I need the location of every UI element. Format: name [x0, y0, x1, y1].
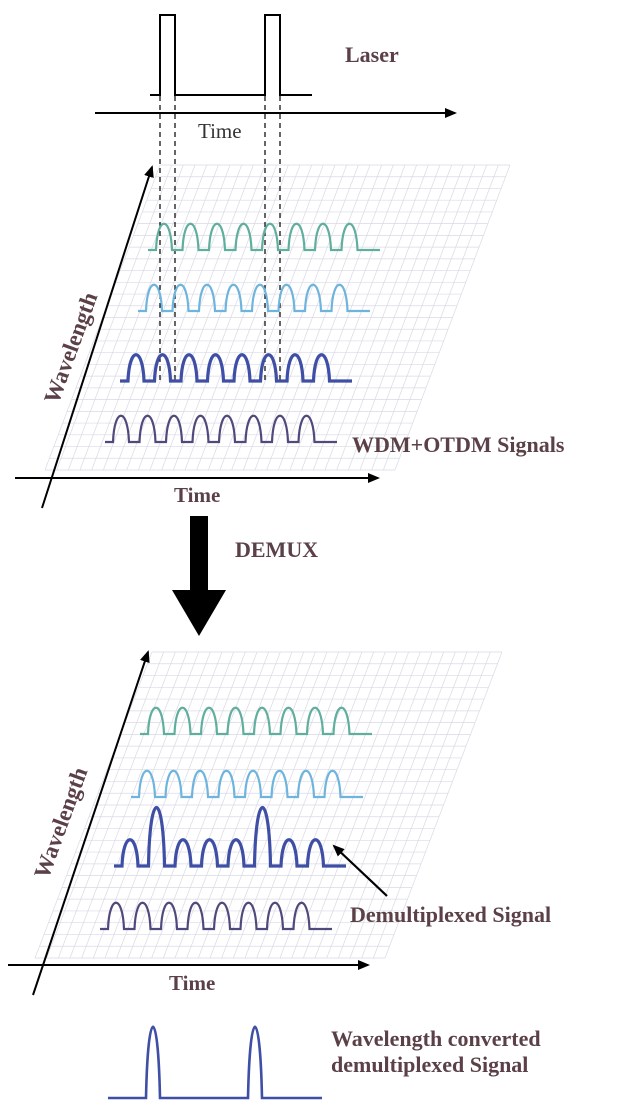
laser-label: Laser: [345, 42, 399, 67]
top-channel-teal: [148, 222, 380, 252]
laser-pulse-trace: [150, 14, 312, 96]
demux-callout-arrow: [332, 844, 388, 897]
laser-guide-lines: [159, 96, 281, 380]
top-panel-signals: [105, 222, 380, 444]
output-pulse-trace: [108, 1025, 322, 1100]
bottom-channel-royal-blue: [114, 805, 346, 868]
bottom-panel-axes: [8, 650, 370, 996]
bottom-channel-teal: [140, 706, 372, 736]
laser-time-label: Time: [198, 119, 242, 143]
top-panel-axes: [15, 165, 380, 509]
bottom-channel-slate: [100, 901, 332, 931]
top-channel-royal-blue: [120, 353, 352, 383]
bottom-panel-grid: [34, 651, 503, 959]
bottom-time-label: Time: [169, 971, 215, 995]
output-label-line2: demultiplexed Signal: [331, 1052, 528, 1077]
top-channel-slate: [105, 414, 337, 444]
bottom-channel-light-blue: [131, 769, 363, 799]
demux-callout-label: Demultiplexed Signal: [350, 902, 551, 927]
top-panel-grid: [44, 164, 511, 471]
top-wavelength-axis: [41, 165, 154, 509]
demux-arrow: [172, 516, 226, 636]
top-panel-caption: WDM+OTDM Signals: [352, 432, 565, 457]
bottom-panel-signals: [100, 706, 372, 931]
laser-section: Laser Time: [95, 14, 457, 143]
top-channel-light-blue: [138, 283, 370, 313]
top-time-label: Time: [174, 483, 220, 507]
bottom-wavelength-axis: [32, 650, 150, 996]
output-label-line1: Wavelength converted: [331, 1026, 541, 1051]
demux-label: DEMUX: [235, 537, 318, 562]
